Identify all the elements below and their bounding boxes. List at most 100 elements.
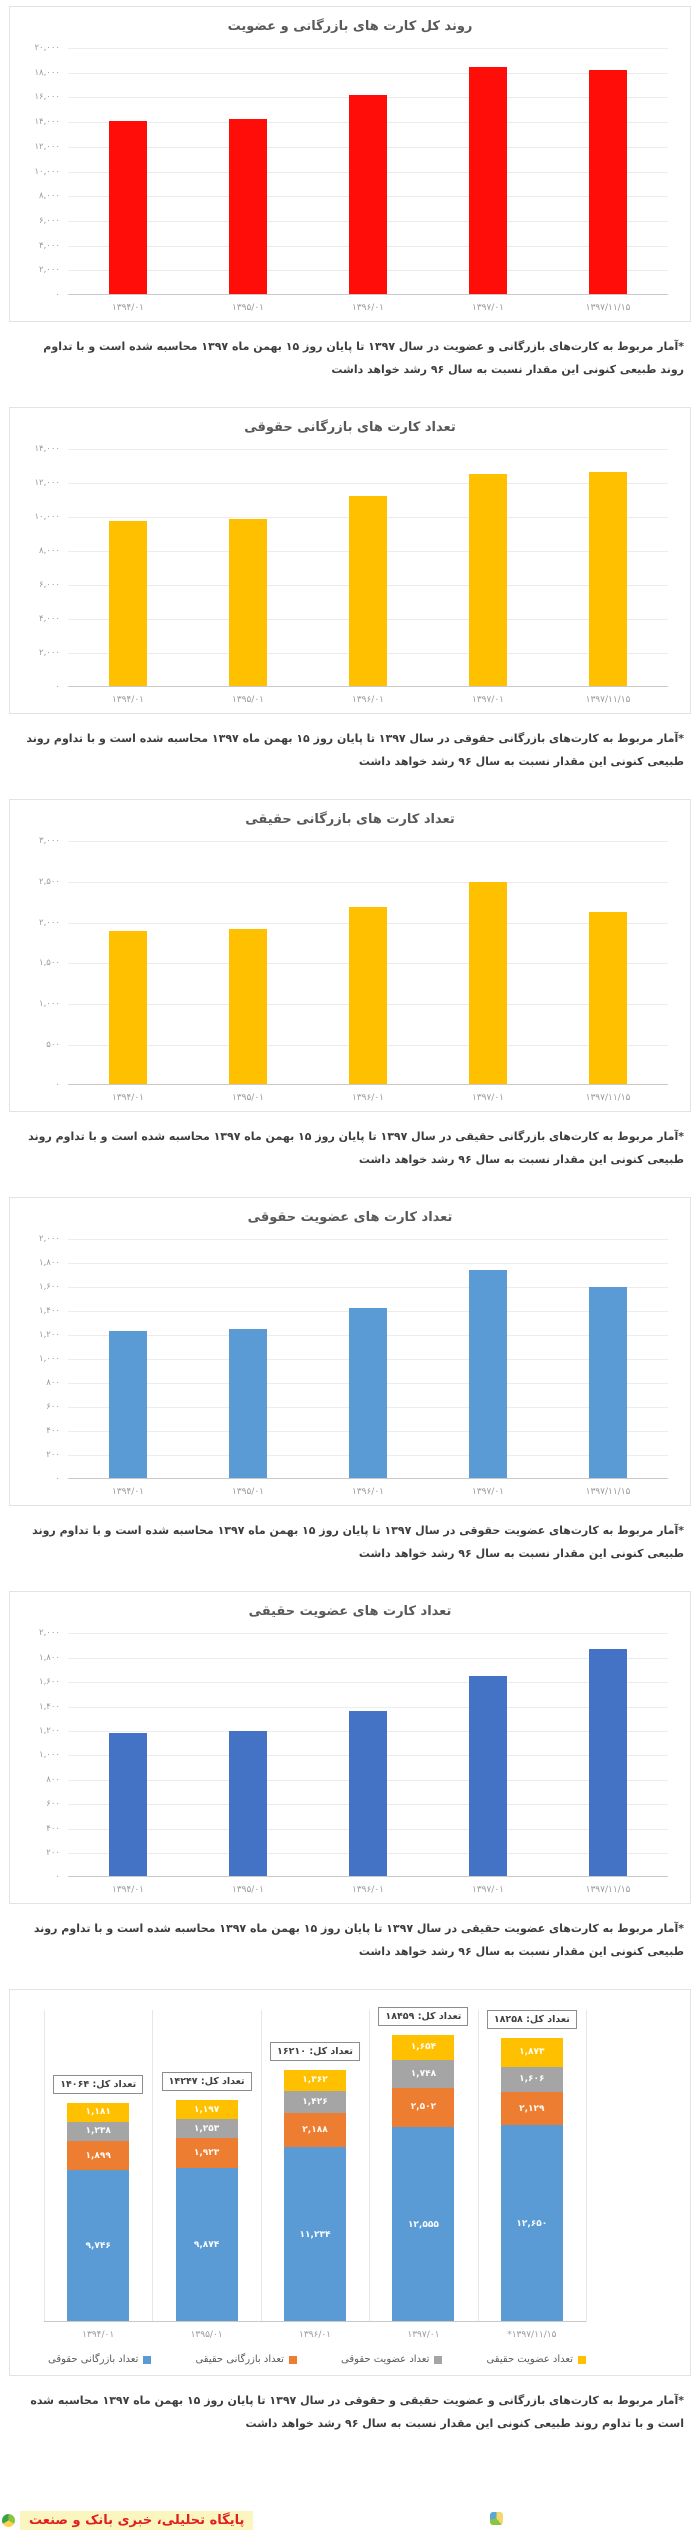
stack-segment: ۱,۱۹۷ bbox=[175, 2100, 238, 2119]
x-tick-label: ۱۳۹۵/۰۱ bbox=[231, 303, 265, 313]
x-tick-label: ۱۳۹۶/۰۱ bbox=[351, 303, 385, 313]
x-tick-label: ۱۳۹۴/۰۱ bbox=[111, 1093, 145, 1104]
y-tick-label: ۰ bbox=[55, 682, 60, 693]
segment-value-label: ۱۱,۲۳۴ bbox=[299, 2229, 331, 2240]
bar-chart-membership-individual: ۲,۰۰۰ ۱,۸۰۰ ۱,۶۰۰ ۱,۴۰۰ ۱,۲۰۰ ۱,۰۰۰ ۸۰۰ ۶۰۰ ۴۰۰ ۲… bbox=[18, 1628, 682, 1895]
total-label-box: تعداد کل: ۱۶۲۱۰ bbox=[270, 2041, 360, 2061]
stacked-plot: ۹,۷۴۶ ۱,۸۹۹ ۱,۲۳۸ ۱,۱۸۱ تعداد کل: ۱۴۰۶۴ ۹,۸۷۴… bbox=[44, 2006, 587, 2323]
x-axis-labels: ۱۳۹۴/۰۱ ۱۳۹۵/۰۱ ۱۳۹۶/۰۱ ۱۳۹۷/۰۱ ۱۳۹۷/۱۱/۱۵ bbox=[68, 1487, 668, 1497]
x-tick-label: ۱۳۹۷/۰۱ bbox=[471, 303, 505, 313]
stack-segment: ۲,۱۲۹ bbox=[500, 2091, 563, 2126]
x-axis-line bbox=[68, 1084, 668, 1086]
segment-value-label: ۱,۸۷۳ bbox=[519, 2047, 545, 2058]
chart-title: تعداد کارت های عضویت حقیقی bbox=[248, 1604, 452, 1620]
gridline bbox=[68, 1633, 668, 1635]
total-label-box: تعداد کل: ۱۴۲۴۷ bbox=[161, 2072, 252, 2092]
gridline bbox=[68, 1706, 668, 1708]
segment-value-label: ۲,۱۸۸ bbox=[302, 2125, 328, 2136]
gridline bbox=[68, 72, 668, 74]
y-tick-label: ۱,۸۰۰ bbox=[39, 1652, 60, 1663]
total-label-box: تعداد کل: ۱۴۰۶۴ bbox=[53, 2075, 144, 2095]
legend: تعداد بازرگانی حقوقی تعداد بازرگانی حقیقی… bbox=[48, 2354, 586, 2365]
x-axis-line bbox=[68, 686, 668, 688]
total-label-box: تعداد کل: ۱۸۲۵۸ bbox=[486, 2009, 577, 2029]
chart-card-total-trend: روند کل کارت های بازرگانی و عضویت ۲۰,۰۰۰… bbox=[9, 6, 691, 322]
plot bbox=[68, 1633, 668, 1878]
x-tick-label: ۱۳۹۵/۰۱ bbox=[231, 1093, 265, 1104]
bar bbox=[469, 1675, 507, 1878]
x-tick-label: ۱۳۹۴/۰۱ bbox=[82, 2330, 115, 2341]
y-tick-label: ۴۰۰ bbox=[46, 1823, 60, 1834]
y-tick-label: ۱۰,۰۰۰ bbox=[34, 512, 60, 523]
y-axis: ۲,۰۰۰ ۱,۸۰۰ ۱,۶۰۰ ۱,۴۰۰ ۱,۲۰۰ ۱,۰۰۰ ۸۰۰ ۶۰۰ ۴۰۰ ۲… bbox=[18, 1628, 68, 1882]
bar bbox=[349, 94, 387, 295]
site-banner-link[interactable]: پایگاه تحلیلی، خبری بانک و صنعت bbox=[20, 2511, 254, 2531]
x-axis-labels: ۱۳۹۴/۰۱ ۱۳۹۵/۰۱ ۱۳۹۶/۰۱ ۱۳۹۷/۰۱ ۱۳۹۷/۱۱/۱۵ bbox=[68, 303, 668, 313]
x-tick-label: ۱۳۹۷/۰۱ bbox=[407, 2330, 440, 2341]
stack-segment: ۲,۱۸۸ bbox=[284, 2113, 346, 2148]
x-axis-labels: ۱۳۹۴/۰۱ ۱۳۹۵/۰۱ ۱۳۹۶/۰۱ ۱۳۹۷/۰۱ ۱۳۹۷/۱۱/۱۵ bbox=[68, 1885, 668, 1895]
y-tick-label: ۸۰۰ bbox=[46, 1774, 60, 1785]
gridline bbox=[68, 1287, 668, 1289]
chart-title: روند کل کارت های بازرگانی و عضویت bbox=[227, 19, 473, 34]
y-tick-label: ۱,۶۰۰ bbox=[39, 1282, 60, 1293]
plot bbox=[68, 1239, 668, 1480]
x-tick-label: ۱۳۹۴/۰۱ bbox=[111, 1487, 145, 1498]
bar-chart-commercial-legal: ۱۴,۰۰۰ ۱۲,۰۰۰ ۱۰,۰۰۰ ۸,۰۰۰ ۶,۰۰۰ ۴,۰۰۰ ۲,۰۰۰ ۰ ۱… bbox=[18, 444, 682, 706]
bar-chart-commercial-individual: ۳,۰۰۰ ۲,۵۰۰ ۲,۰۰۰ ۱,۵۰۰ ۱,۰۰۰ ۵۰۰ ۰ ۱۳۹۴/۰۱ ۱۳۹۵… bbox=[18, 836, 682, 1103]
x-tick-label: ۱۳۹۷/۰۱ bbox=[471, 695, 505, 706]
x-axis-labels: ۱۳۹۴/۰۱ ۱۳۹۵/۰۱ ۱۳۹۶/۰۱ ۱۳۹۷/۰۱ ۱۳۹۷/۱۱/۱۵ bbox=[68, 1093, 668, 1103]
gridline bbox=[68, 841, 668, 843]
bar bbox=[229, 1328, 267, 1480]
y-tick-label: ۱۲,۰۰۰ bbox=[34, 141, 60, 152]
y-tick-label: ۸,۰۰۰ bbox=[39, 546, 60, 557]
x-tick-label: ۱۳۹۷/۰۱ bbox=[471, 1885, 505, 1896]
y-tick-label: ۱,۶۰۰ bbox=[39, 1677, 60, 1688]
segment-value-label: ۱,۶۰۶ bbox=[519, 2074, 545, 2085]
x-tick-label: ۱۳۹۷/۱۱/۱۵ bbox=[585, 1487, 631, 1498]
y-tick-label: ۳,۰۰۰ bbox=[39, 836, 60, 847]
segment-value-label: ۱,۳۶۲ bbox=[302, 2075, 328, 2086]
y-tick-label: ۶۰۰ bbox=[46, 1402, 60, 1413]
y-tick-label: ۲,۰۰۰ bbox=[39, 917, 60, 928]
footnote-membership-individual: *آمار مربوط به کارت‌های عضویت حقیقی در س… bbox=[33, 1922, 684, 1958]
banner-emoji-icon bbox=[490, 2511, 503, 2525]
bar bbox=[229, 119, 267, 295]
stack-segment: ۱,۶۰۶ bbox=[500, 2066, 563, 2092]
y-tick-label: ۱۶,۰۰۰ bbox=[34, 92, 60, 103]
y-tick-label: ۱۸,۰۰۰ bbox=[34, 67, 60, 78]
y-tick-label: ۶,۰۰۰ bbox=[39, 215, 60, 226]
legend-item: تعداد بازرگانی حقوقی bbox=[48, 2354, 152, 2365]
bar bbox=[229, 928, 267, 1086]
y-tick-label: ۱,۰۰۰ bbox=[39, 1750, 60, 1761]
gridline bbox=[68, 1682, 668, 1684]
x-tick-label: ۱۳۹۵/۰۱ bbox=[231, 1885, 265, 1896]
bar bbox=[109, 930, 147, 1086]
y-tick-label: ۴۰۰ bbox=[46, 1426, 60, 1437]
x-axis-line bbox=[68, 1478, 668, 1480]
chart-card-commercial-legal: تعداد کارت های بازرگانی حقوقی ۱۴,۰۰۰ ۱۲,۰… bbox=[9, 407, 691, 715]
gridline bbox=[68, 449, 668, 451]
legend-marker bbox=[434, 2355, 443, 2364]
y-tick-label: ۲,۰۰۰ bbox=[39, 1234, 60, 1245]
x-tick-label: ۱۳۹۷/۱۱/۱۵ bbox=[585, 1885, 631, 1896]
gridline bbox=[68, 483, 668, 485]
y-tick-label: ۰ bbox=[55, 1080, 60, 1091]
bar bbox=[109, 521, 147, 688]
category-gridline bbox=[369, 2010, 371, 2323]
footnote-commercial-individual: *آمار مربوط به کارت‌های بازرگانی حقیقی د… bbox=[28, 1130, 684, 1166]
chart-plot-area: ۲,۰۰۰ ۱,۸۰۰ ۱,۶۰۰ ۱,۴۰۰ ۱,۲۰۰ ۱,۰۰۰ ۸۰۰ ۶۰۰ ۴۰۰ ۲… bbox=[18, 1234, 682, 1484]
bar bbox=[109, 121, 147, 295]
y-tick-label: ۱۴,۰۰۰ bbox=[34, 444, 60, 455]
legend-item: تعداد عضویت حقیقی bbox=[486, 2354, 586, 2365]
bar bbox=[589, 912, 627, 1086]
chart-plot-area: ۱۴,۰۰۰ ۱۲,۰۰۰ ۱۰,۰۰۰ ۸,۰۰۰ ۶,۰۰۰ ۴,۰۰۰ ۲,۰۰۰ ۰ bbox=[18, 444, 682, 692]
x-tick-label: ۱۳۹۴/۰۱ bbox=[111, 1885, 145, 1896]
bar bbox=[229, 1731, 267, 1878]
legend-marker bbox=[577, 2355, 586, 2364]
site-logo-icon bbox=[2, 2514, 15, 2528]
segment-value-label: ۱,۱۹۷ bbox=[193, 2104, 220, 2115]
y-tick-label: ۱,۴۰۰ bbox=[39, 1306, 60, 1317]
segment-value-label: ۱,۶۵۴ bbox=[410, 2042, 437, 2053]
bar bbox=[469, 881, 507, 1086]
